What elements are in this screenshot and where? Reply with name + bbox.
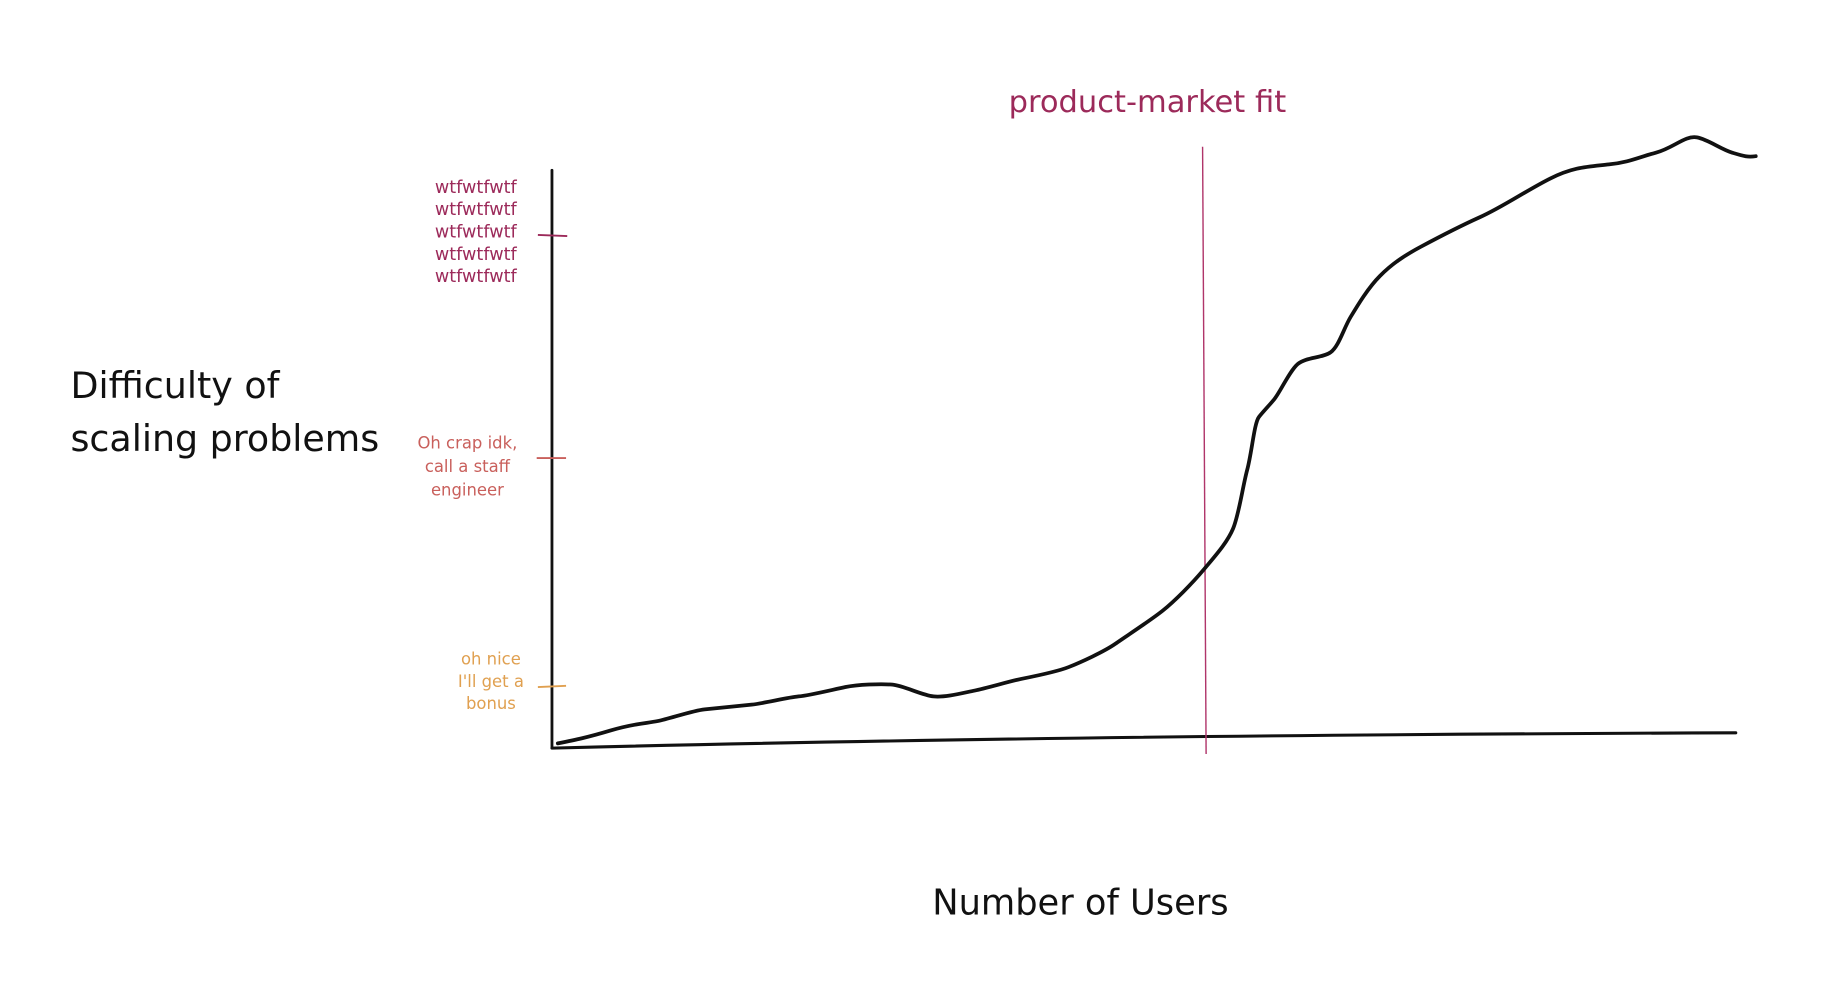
level-label: bonus [466, 694, 516, 713]
drawing: product-market fit Difficulty of scaling… [70, 85, 1758, 923]
level-label: wtfwtfwtf [435, 223, 518, 243]
level-label: oh nice [461, 650, 521, 669]
level-label: engineer [431, 480, 504, 499]
pmf-line [1201, 146, 1207, 754]
y-axis-label: scaling problems [70, 417, 379, 460]
level-label: wtfwtfwtf [435, 178, 518, 198]
level-label: wtfwtfwtf [435, 200, 518, 220]
y-axis-label: Difficulty of [70, 364, 280, 407]
tick-bonus [537, 684, 567, 688]
x-axis-label: Number of Users [932, 882, 1228, 923]
level-label: call a staff [425, 457, 511, 476]
level-labels: wtfwtfwtfwtfwtfwtfwtfwtfwtfwtfwtfwtfwtfw… [417, 178, 523, 713]
difficulty-curve [555, 135, 1758, 746]
annotation-label: product-market fit [1009, 85, 1287, 120]
level-label: I'll get a [458, 672, 524, 691]
y-axis [550, 168, 554, 750]
level-label: wtfwtfwtf [435, 245, 518, 265]
x-axis [550, 731, 1738, 750]
level-label: wtfwtfwtf [435, 267, 518, 287]
level-label: Oh crap idk, [417, 433, 517, 452]
tick-wtf [537, 233, 568, 237]
